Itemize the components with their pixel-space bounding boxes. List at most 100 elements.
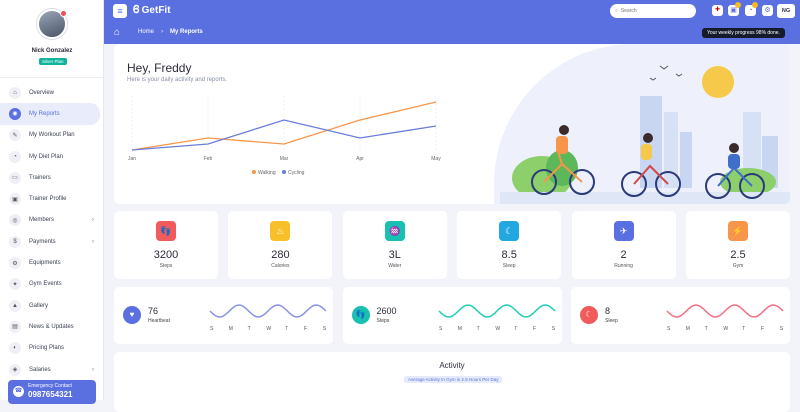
legend-label: Cycling [288,170,305,176]
sidebar-item-members[interactable]: ◎ Members › [0,210,104,231]
day-label: S [323,326,327,332]
day-label: S [439,326,443,332]
sidebar-item-pricing-plans[interactable]: ◐ Pricing Plans [0,338,104,359]
sidebar-item-label: Trainers [29,174,51,181]
sidebar-item-equipments[interactable]: ⚙ Equipments [0,252,104,273]
activity-card: Activity Average Activity In Gym is 2.5 … [114,352,790,412]
day-label: W [723,326,728,332]
breadcrumb-home[interactable]: Home [138,29,155,35]
activity-title: Activity [439,361,465,370]
sidebar-item-my-diet-plan[interactable]: ◔ My Diet Plan [0,146,104,167]
stat-value: 2.5 [730,249,746,261]
cart-icon[interactable]: ▣ [728,2,741,16]
steps-icon: 👣 [351,306,370,324]
stat-label: Steps [159,263,173,269]
reports-icon: ◉ [9,107,21,120]
day-label: S [667,326,671,332]
chevron-right-icon: › [92,217,94,224]
sidebar-item-label: Equipments [29,260,61,267]
sidebar-item-label: News & Updates [29,323,74,330]
online-dot [60,10,67,17]
stat-label: Running [614,263,633,269]
sleep-icon: ☾ [499,221,520,241]
user-chip[interactable]: NG [777,4,795,18]
home-icon[interactable]: ⌂ [114,27,121,38]
day-label: M [686,326,690,332]
calories-icon: ♨ [270,221,291,241]
sidebar-item-my-workout-plan[interactable]: ✎ My Workout Plan [0,125,104,146]
phone-icon: ☎ [13,386,24,397]
news-icon: ▤ [9,320,21,333]
stat-card-sleep: ☾ 8.5 Sleep [457,211,562,279]
sidebar-item-salaries[interactable]: ◈ Salaries › [0,359,104,380]
day-label: T [285,326,288,332]
logo-icon: Ꮾ [133,4,140,16]
diet-icon: ◔ [9,150,21,163]
sidebar-item-news-updates[interactable]: ▤ News & Updates [0,316,104,337]
flag-icon[interactable]: ✚ [712,5,723,16]
sidebar-item-label: Pricing Plans [29,345,65,352]
sidebar-item-gallery[interactable]: ▲ Gallery [0,295,104,316]
wave-label: Steps [376,318,390,324]
sidebar-item-my-reports[interactable]: ◉ My Reports [0,103,100,125]
emergency-contact[interactable]: ☎ Emergency Contact 0987654321 [8,380,96,404]
wave-card-steps: 👣 2600 Steps S M T W T F S [342,287,562,344]
day-label: T [514,326,517,332]
equipments-icon: ⚙ [9,257,21,270]
stat-card-gym: ⚡ 2.5 Gym [686,211,790,279]
activity-line-chart: Jan Feb Mar Apr May Walking Cycling [128,96,441,176]
hero-title: Hey, Freddy [127,61,192,75]
day-label: S [210,326,214,332]
avatar[interactable] [37,9,67,39]
stat-card-calories: ♨ 280 Calories [228,211,333,279]
sidebar: Nick Gonzalez Silver Plan ⌂ Overview ◉ My R… [0,0,104,404]
emergency-label: Emergency Contact [28,383,72,389]
breadcrumb-current: My Reports [170,29,203,35]
chevron-right-icon: › [161,29,164,35]
chevron-right-icon: › [92,366,94,373]
sidebar-item-label: My Reports [29,110,60,117]
search-box[interactable]: ⌕ [610,4,696,18]
brand-logo[interactable]: Ꮾ GetFit [133,4,171,17]
activity-subtitle: Average Activity In Gym is 2.5 Hours Per… [404,376,503,383]
hero-card: Hey, Freddy Here is your daily activity … [114,44,790,204]
sidebar-item-gym-events[interactable]: ✦ Gym Events [0,274,104,295]
day-label: T [248,326,251,332]
members-icon: ◎ [9,214,21,227]
sidebar-item-overview[interactable]: ⌂ Overview [0,82,104,103]
trainers-icon: ▭ [9,171,21,184]
sidebar-item-label: Salaries [29,366,51,373]
sidebar-item-trainer-profile[interactable]: ▣ Trainer Profile [0,188,104,209]
sidebar-item-trainers[interactable]: ▭ Trainers [0,167,104,188]
breadcrumb: Home › My Reports [138,29,203,35]
weekly-progress-badge: Your weekly progress 98% done. [702,28,785,38]
day-label: T [476,326,479,332]
search-input[interactable] [620,8,681,14]
stat-value: 3200 [153,249,179,261]
wave-value: 8 [605,306,611,316]
x-tick-label: Feb [204,156,213,162]
stat-card-running: ✈ 2 Running [571,211,676,279]
stat-card-steps: 👣 3200 Steps [114,211,218,279]
breadcrumb-bar: ⌂ Home › My Reports Your weekly progress… [104,22,800,44]
day-label: M [457,326,461,332]
cyclists-illustration [500,65,790,204]
home-icon: ⌂ [9,86,21,99]
heart-icon: ♥ [123,306,141,324]
bell-icon[interactable]: ◔ [745,2,758,16]
sidebar-item-label: Trainer Profile [29,196,67,203]
menu-icon[interactable]: ≡ [113,4,127,18]
wave-label: Sleep [605,318,618,324]
day-label: T [705,326,708,332]
brand-name: GetFit [141,5,171,16]
search-icon: ⌕ [615,8,618,14]
wave-value: 2600 [376,306,397,316]
user-name: Nick Gonzalez [31,48,73,54]
sidebar-item-payments[interactable]: $ Payments › [0,231,104,252]
wave-card-sleep: ☾ 8 Sleep S M T W T F S [571,287,790,344]
settings-icon[interactable]: ⚙ [762,5,773,16]
pricing-icon: ◐ [9,342,21,355]
day-label: S [551,326,555,332]
